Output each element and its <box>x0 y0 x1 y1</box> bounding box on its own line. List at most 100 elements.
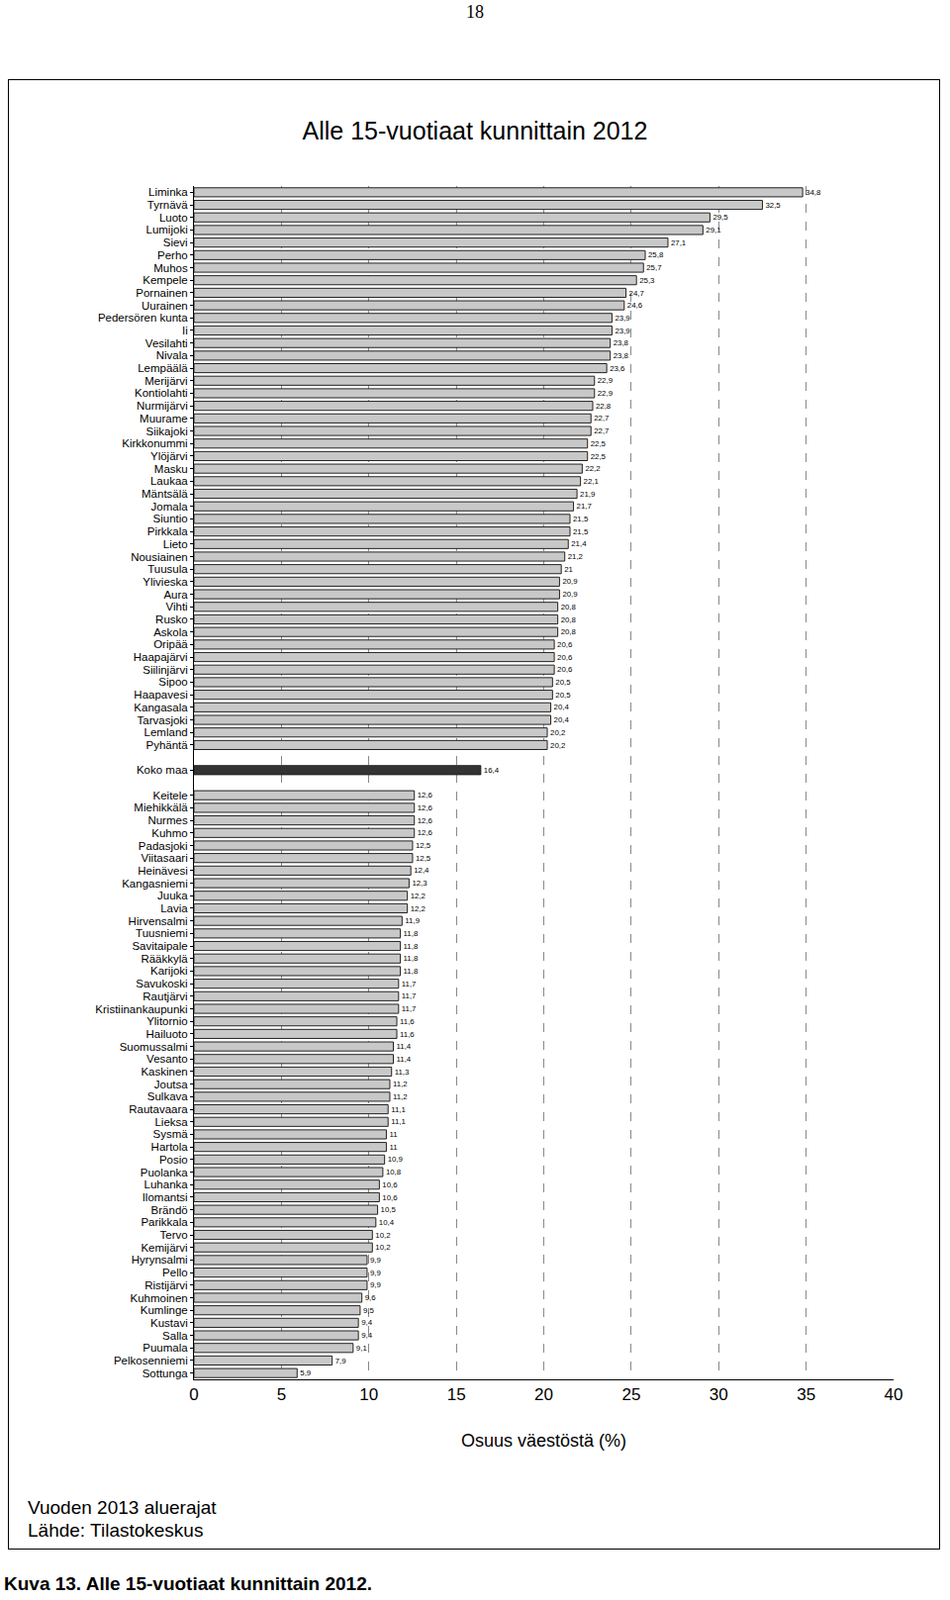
svg-text:22,9: 22,9 <box>597 388 613 398</box>
svg-text:23,9: 23,9 <box>614 326 630 336</box>
svg-text:9,4: 9,4 <box>361 1318 374 1328</box>
svg-text:Parikkala: Parikkala <box>140 1216 189 1229</box>
svg-text:9,5: 9,5 <box>363 1306 376 1316</box>
svg-text:Alle 15-vuotiaat kunnittain 20: Alle 15-vuotiaat kunnittain 2012 <box>302 116 649 145</box>
svg-text:Nurmes: Nurmes <box>147 814 189 827</box>
svg-text:11,9: 11,9 <box>404 916 420 926</box>
svg-text:22,1: 22,1 <box>583 476 599 486</box>
svg-text:Tervo: Tervo <box>160 1229 189 1241</box>
svg-text:21,7: 21,7 <box>576 501 592 511</box>
svg-text:Ii: Ii <box>182 324 189 337</box>
svg-text:29,1: 29,1 <box>705 225 721 235</box>
svg-text:11,8: 11,8 <box>403 942 419 951</box>
svg-text:12,5: 12,5 <box>415 854 432 863</box>
svg-text:Luoto: Luoto <box>159 211 189 224</box>
svg-text:Osuus väestöstä (%): Osuus väestöstä (%) <box>461 1430 627 1451</box>
svg-text:Siilinjärvi: Siilinjärvi <box>142 664 188 676</box>
svg-text:Kempele: Kempele <box>142 274 188 286</box>
svg-text:20,9: 20,9 <box>562 589 577 599</box>
svg-text:32,5: 32,5 <box>764 200 781 210</box>
svg-text:20,8: 20,8 <box>561 627 577 637</box>
svg-text:Sulkava: Sulkava <box>147 1090 190 1103</box>
svg-text:25: 25 <box>621 1385 641 1405</box>
svg-text:Keitele: Keitele <box>153 789 189 802</box>
svg-text:Liminka: Liminka <box>148 186 189 198</box>
svg-text:10,6: 10,6 <box>381 1193 398 1203</box>
svg-text:20,6: 20,6 <box>557 665 573 674</box>
svg-text:23,8: 23,8 <box>613 351 630 361</box>
svg-text:Kuhmoinen: Kuhmoinen <box>130 1292 189 1305</box>
svg-text:Puumala: Puumala <box>142 1341 189 1354</box>
svg-text:7,9: 7,9 <box>335 1356 347 1366</box>
svg-text:22,8: 22,8 <box>595 401 612 411</box>
svg-text:20,5: 20,5 <box>555 690 571 700</box>
svg-text:20,8: 20,8 <box>561 615 577 625</box>
svg-text:20: 20 <box>534 1385 554 1405</box>
svg-text:Kustavi: Kustavi <box>150 1317 189 1330</box>
svg-text:10,2: 10,2 <box>375 1242 390 1252</box>
svg-text:20,6: 20,6 <box>557 640 573 650</box>
svg-text:Oripää: Oripää <box>153 638 189 651</box>
svg-text:11,7: 11,7 <box>401 979 417 989</box>
svg-text:23,6: 23,6 <box>609 364 626 374</box>
svg-text:Askola: Askola <box>153 626 189 639</box>
svg-text:Laukaa: Laukaa <box>150 475 189 487</box>
svg-text:Suomussalmi: Suomussalmi <box>119 1041 189 1053</box>
svg-text:Pello: Pello <box>162 1266 189 1279</box>
svg-text:9,9: 9,9 <box>370 1268 381 1278</box>
svg-text:16,4: 16,4 <box>483 765 500 775</box>
svg-text:Puolanka: Puolanka <box>140 1166 190 1179</box>
svg-text:20,4: 20,4 <box>554 715 570 725</box>
svg-text:Kirkkonummi: Kirkkonummi <box>121 437 188 450</box>
svg-text:21,2: 21,2 <box>568 552 583 562</box>
svg-text:Aura: Aura <box>163 588 189 601</box>
svg-text:Pirkkala: Pirkkala <box>147 525 190 538</box>
svg-text:Heinävesi: Heinävesi <box>137 864 189 877</box>
svg-text:22,5: 22,5 <box>590 452 607 462</box>
svg-text:11,4: 11,4 <box>396 1054 412 1064</box>
svg-text:Haapajärvi: Haapajärvi <box>133 651 189 664</box>
svg-text:10,2: 10,2 <box>375 1231 390 1240</box>
svg-text:Sipoo: Sipoo <box>158 675 188 688</box>
svg-text:9,4: 9,4 <box>361 1330 374 1340</box>
svg-text:Nurmijärvi: Nurmijärvi <box>136 399 189 412</box>
svg-text:Merijärvi: Merijärvi <box>144 375 188 387</box>
svg-text:5,9: 5,9 <box>299 1368 311 1378</box>
svg-text:11: 11 <box>388 1142 397 1152</box>
svg-text:Jomala: Jomala <box>151 500 190 513</box>
svg-text:Tarvasjoki: Tarvasjoki <box>137 714 189 727</box>
svg-text:Kuhmo: Kuhmo <box>151 827 188 840</box>
svg-text:12,6: 12,6 <box>417 790 434 800</box>
svg-text:21,4: 21,4 <box>570 539 587 549</box>
svg-text:Rääkkylä: Rääkkylä <box>140 952 189 965</box>
svg-text:Siikajoki: Siikajoki <box>146 425 189 438</box>
svg-text:35: 35 <box>796 1385 816 1405</box>
svg-text:Karijoki: Karijoki <box>150 964 189 977</box>
svg-text:9,9: 9,9 <box>370 1255 381 1265</box>
svg-text:Nivala: Nivala <box>156 349 190 362</box>
svg-text:Vesanto: Vesanto <box>146 1052 189 1065</box>
svg-text:20,9: 20,9 <box>562 576 577 586</box>
svg-text:10,8: 10,8 <box>385 1167 402 1177</box>
svg-text:Hirvensalmi: Hirvensalmi <box>128 915 189 928</box>
svg-text:Pelkosenniemi: Pelkosenniemi <box>113 1354 189 1367</box>
svg-text:11,8: 11,8 <box>403 966 419 976</box>
svg-text:11,7: 11,7 <box>401 1004 417 1014</box>
svg-text:Rautjärvi: Rautjärvi <box>142 990 188 1003</box>
svg-text:Pyhäntä: Pyhäntä <box>145 739 189 752</box>
svg-text:Rusko: Rusko <box>155 613 189 626</box>
svg-text:11,6: 11,6 <box>399 1017 415 1027</box>
svg-text:Tuusniemi: Tuusniemi <box>135 927 189 940</box>
svg-text:Nousiainen: Nousiainen <box>130 551 189 564</box>
svg-text:Vesilahti: Vesilahti <box>145 337 189 350</box>
svg-text:Kangasala: Kangasala <box>133 701 189 714</box>
svg-text:Haapavesi: Haapavesi <box>133 688 188 701</box>
svg-text:23,8: 23,8 <box>613 338 630 348</box>
svg-text:Sottunga: Sottunga <box>142 1367 190 1380</box>
svg-text:Muurame: Muurame <box>139 412 189 425</box>
svg-text:Luhanka: Luhanka <box>144 1178 190 1191</box>
svg-text:34,8: 34,8 <box>805 188 822 197</box>
svg-text:11,7: 11,7 <box>401 991 417 1001</box>
svg-text:Hailuoto: Hailuoto <box>145 1028 188 1041</box>
svg-text:Masku: Masku <box>154 463 189 475</box>
